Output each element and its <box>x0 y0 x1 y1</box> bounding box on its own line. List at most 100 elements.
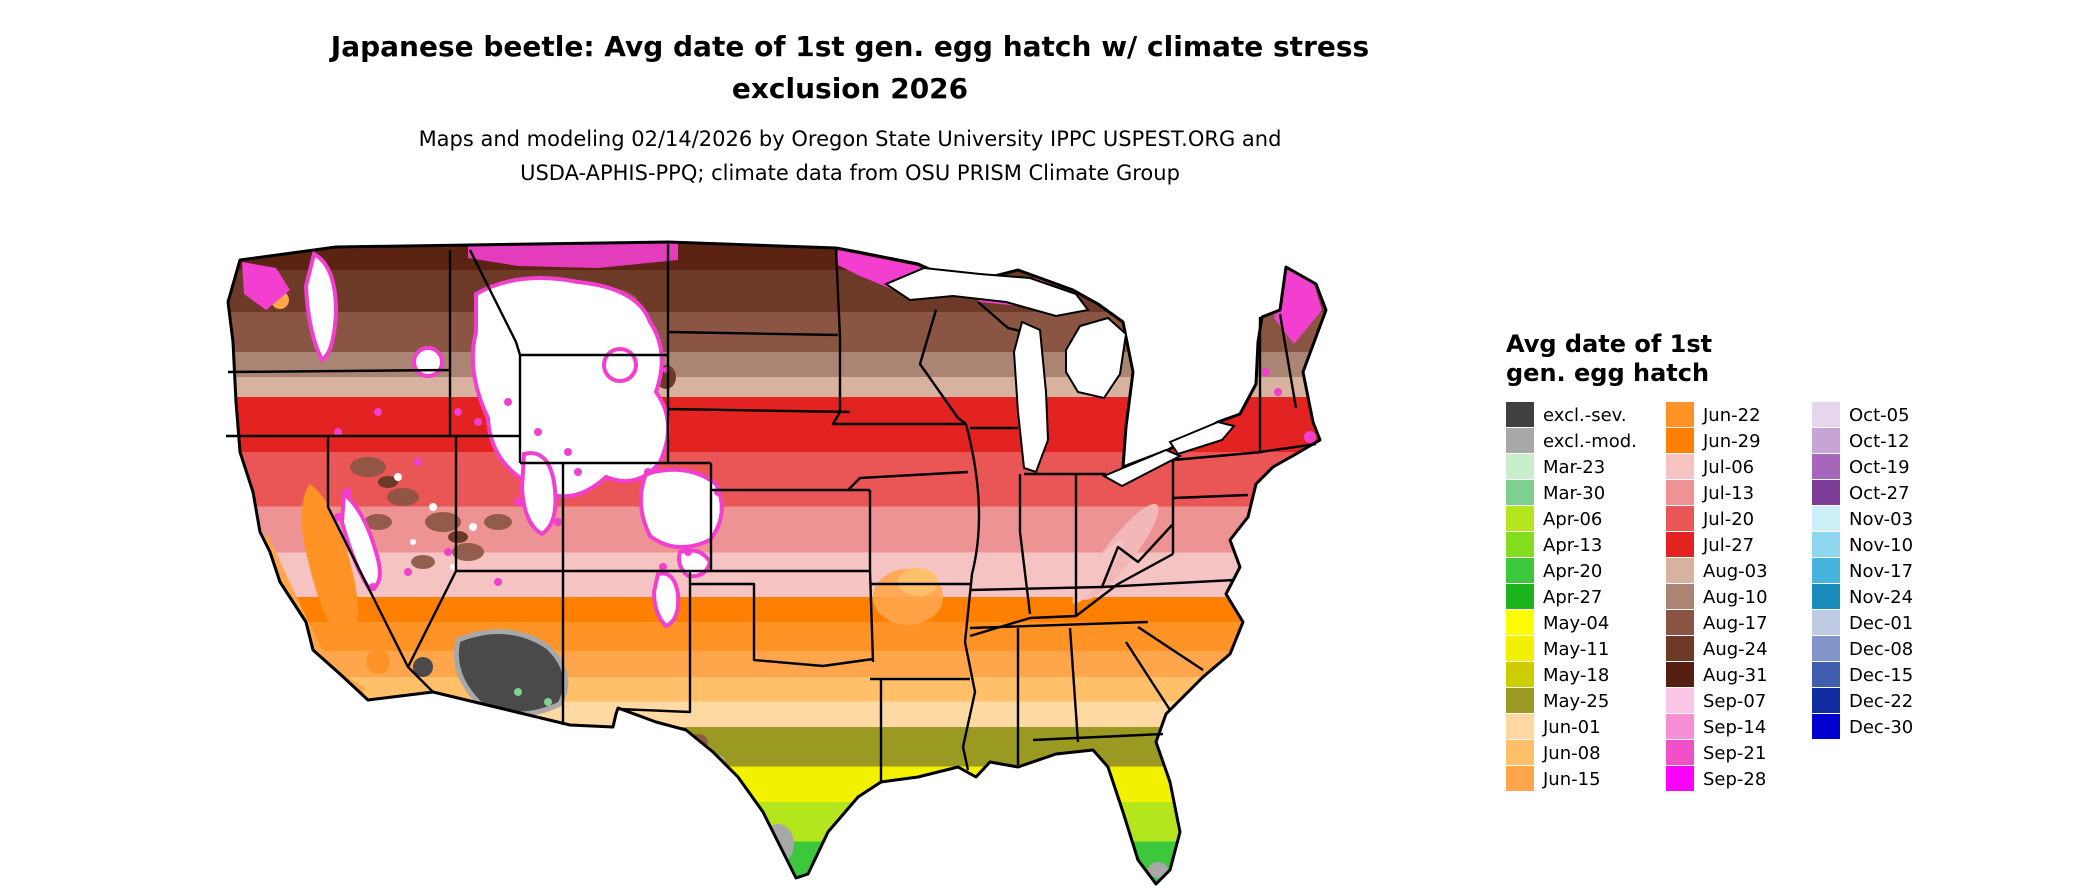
legend-entry: Dec-30 <box>1812 714 1958 740</box>
legend-swatch <box>1506 740 1534 766</box>
legend-swatch <box>1812 480 1840 506</box>
map-title-line2: exclusion 2026 <box>731 72 969 105</box>
legend-entry: Apr-13 <box>1506 532 1666 558</box>
legend-label: Sep-14 <box>1703 716 1767 738</box>
legend-label: Jul-27 <box>1703 534 1755 556</box>
legend-swatch <box>1666 584 1694 610</box>
legend-label: Sep-07 <box>1703 690 1767 712</box>
legend-label: Nov-03 <box>1849 508 1914 530</box>
legend-entry: May-11 <box>1506 636 1666 662</box>
legend-label: Aug-17 <box>1703 612 1768 634</box>
legend-label: Aug-24 <box>1703 638 1768 660</box>
legend-entry: Oct-19 <box>1812 454 1958 480</box>
legend-entry: May-04 <box>1506 610 1666 636</box>
us-map <box>218 222 1468 892</box>
legend-entry: Jul-27 <box>1666 532 1812 558</box>
legend-swatch <box>1506 428 1534 454</box>
legend-swatch <box>1506 688 1534 714</box>
legend-swatch <box>1666 428 1694 454</box>
legend-title-line2: gen. egg hatch <box>1506 359 1710 387</box>
legend-label: Oct-12 <box>1849 430 1910 452</box>
map-title: Japanese beetle: Avg date of 1st gen. eg… <box>0 26 1700 110</box>
legend-entry: Nov-03 <box>1812 506 1958 532</box>
legend-entry: Sep-14 <box>1666 714 1812 740</box>
legend-entry: Apr-20 <box>1506 558 1666 584</box>
legend-swatch <box>1812 454 1840 480</box>
legend-swatch <box>1666 636 1694 662</box>
legend-label: Jul-13 <box>1703 482 1755 504</box>
az-excl-severe <box>453 629 569 717</box>
basin-white-specks <box>394 473 477 570</box>
ozark-patch-inner <box>898 568 938 596</box>
legend-label: Aug-03 <box>1703 560 1768 582</box>
legend-swatch <box>1666 480 1694 506</box>
lake-erie <box>1101 448 1183 488</box>
legend-entry: Jun-15 <box>1506 766 1666 792</box>
great-lakes <box>883 266 1236 488</box>
early-green-specks <box>514 688 552 706</box>
legend-swatch <box>1666 454 1694 480</box>
legend-entry: Dec-15 <box>1812 662 1958 688</box>
legend-entry: Mar-23 <box>1506 454 1666 480</box>
socal-orange <box>366 650 390 674</box>
legend-label: Oct-19 <box>1849 456 1910 478</box>
legend-swatch <box>1666 740 1694 766</box>
legend-swatch <box>1666 532 1694 558</box>
legend-swatch <box>1506 584 1534 610</box>
legend-label: Dec-22 <box>1849 690 1914 712</box>
us-map-svg <box>226 240 1328 886</box>
legend-swatch <box>1812 584 1840 610</box>
legend-column: excl.-sev. excl.-mod. Mar-23 Mar-30 Apr-06 Ap… <box>1506 402 1666 792</box>
legend-label: Aug-31 <box>1703 664 1768 686</box>
lake-ontario <box>1168 420 1236 456</box>
legend-entry: Dec-08 <box>1812 636 1958 662</box>
map-title-line1: Japanese beetle: Avg date of 1st gen. eg… <box>330 30 1370 63</box>
legend-label: May-04 <box>1543 612 1610 634</box>
legend-swatch <box>1506 662 1534 688</box>
legend-swatch <box>1812 532 1840 558</box>
legend-swatch <box>1666 714 1694 740</box>
legend-label: May-18 <box>1543 664 1610 686</box>
legend-swatch <box>1812 688 1840 714</box>
lake-superior <box>883 266 1090 318</box>
legend-entry: Aug-10 <box>1666 584 1812 610</box>
legend-swatch <box>1812 714 1840 740</box>
legend-column: Jun-22 Jun-29 Jul-06 Jul-13 Jul-20 Jul-27 Aug-… <box>1666 402 1812 792</box>
legend-entry: Aug-17 <box>1666 610 1812 636</box>
legend-entry: excl.-mod. <box>1506 428 1666 454</box>
legend-entry: Sep-28 <box>1666 766 1812 792</box>
ca-central-valley <box>301 484 359 646</box>
legend-label: May-25 <box>1543 690 1610 712</box>
legend-label: Jun-29 <box>1703 430 1761 452</box>
legend-swatch <box>1506 454 1534 480</box>
legend-swatch <box>1666 766 1694 792</box>
sfl-excl-moderate <box>1148 862 1168 878</box>
legend-label: Jul-06 <box>1703 456 1755 478</box>
legend-label: Dec-08 <box>1849 638 1914 660</box>
legend-swatch <box>1812 506 1840 532</box>
legend-entry: Jul-13 <box>1666 480 1812 506</box>
legend-label: Jul-20 <box>1703 508 1755 530</box>
legend-swatch <box>1812 402 1840 428</box>
legend-label: Sep-28 <box>1703 768 1767 790</box>
legend-swatch <box>1666 506 1694 532</box>
legend-label: Oct-27 <box>1849 482 1910 504</box>
legend-swatch <box>1812 662 1840 688</box>
map-subtitle-line1: Maps and modeling 02/14/2026 by Oregon S… <box>418 127 1282 151</box>
legend-swatch <box>1666 688 1694 714</box>
legend-label: Dec-01 <box>1849 612 1914 634</box>
legend-entry: Aug-31 <box>1666 662 1812 688</box>
legend-swatch <box>1506 532 1534 558</box>
legend-entry: Jun-22 <box>1666 402 1812 428</box>
legend-entry: Mar-30 <box>1506 480 1666 506</box>
legend-column: Oct-05 Oct-12 Oct-19 Oct-27 Nov-03 Nov-10 Nov-… <box>1812 402 1958 792</box>
legend-entry: Nov-10 <box>1812 532 1958 558</box>
legend-swatch <box>1666 662 1694 688</box>
legend-label: Aug-10 <box>1703 586 1768 608</box>
legend-entry: Nov-17 <box>1812 558 1958 584</box>
legend-label: Mar-23 <box>1543 456 1606 478</box>
legend-label: Jun-08 <box>1543 742 1601 764</box>
legend-entry: Nov-24 <box>1812 584 1958 610</box>
legend-swatch <box>1812 636 1840 662</box>
legend-label: Apr-20 <box>1543 560 1603 582</box>
